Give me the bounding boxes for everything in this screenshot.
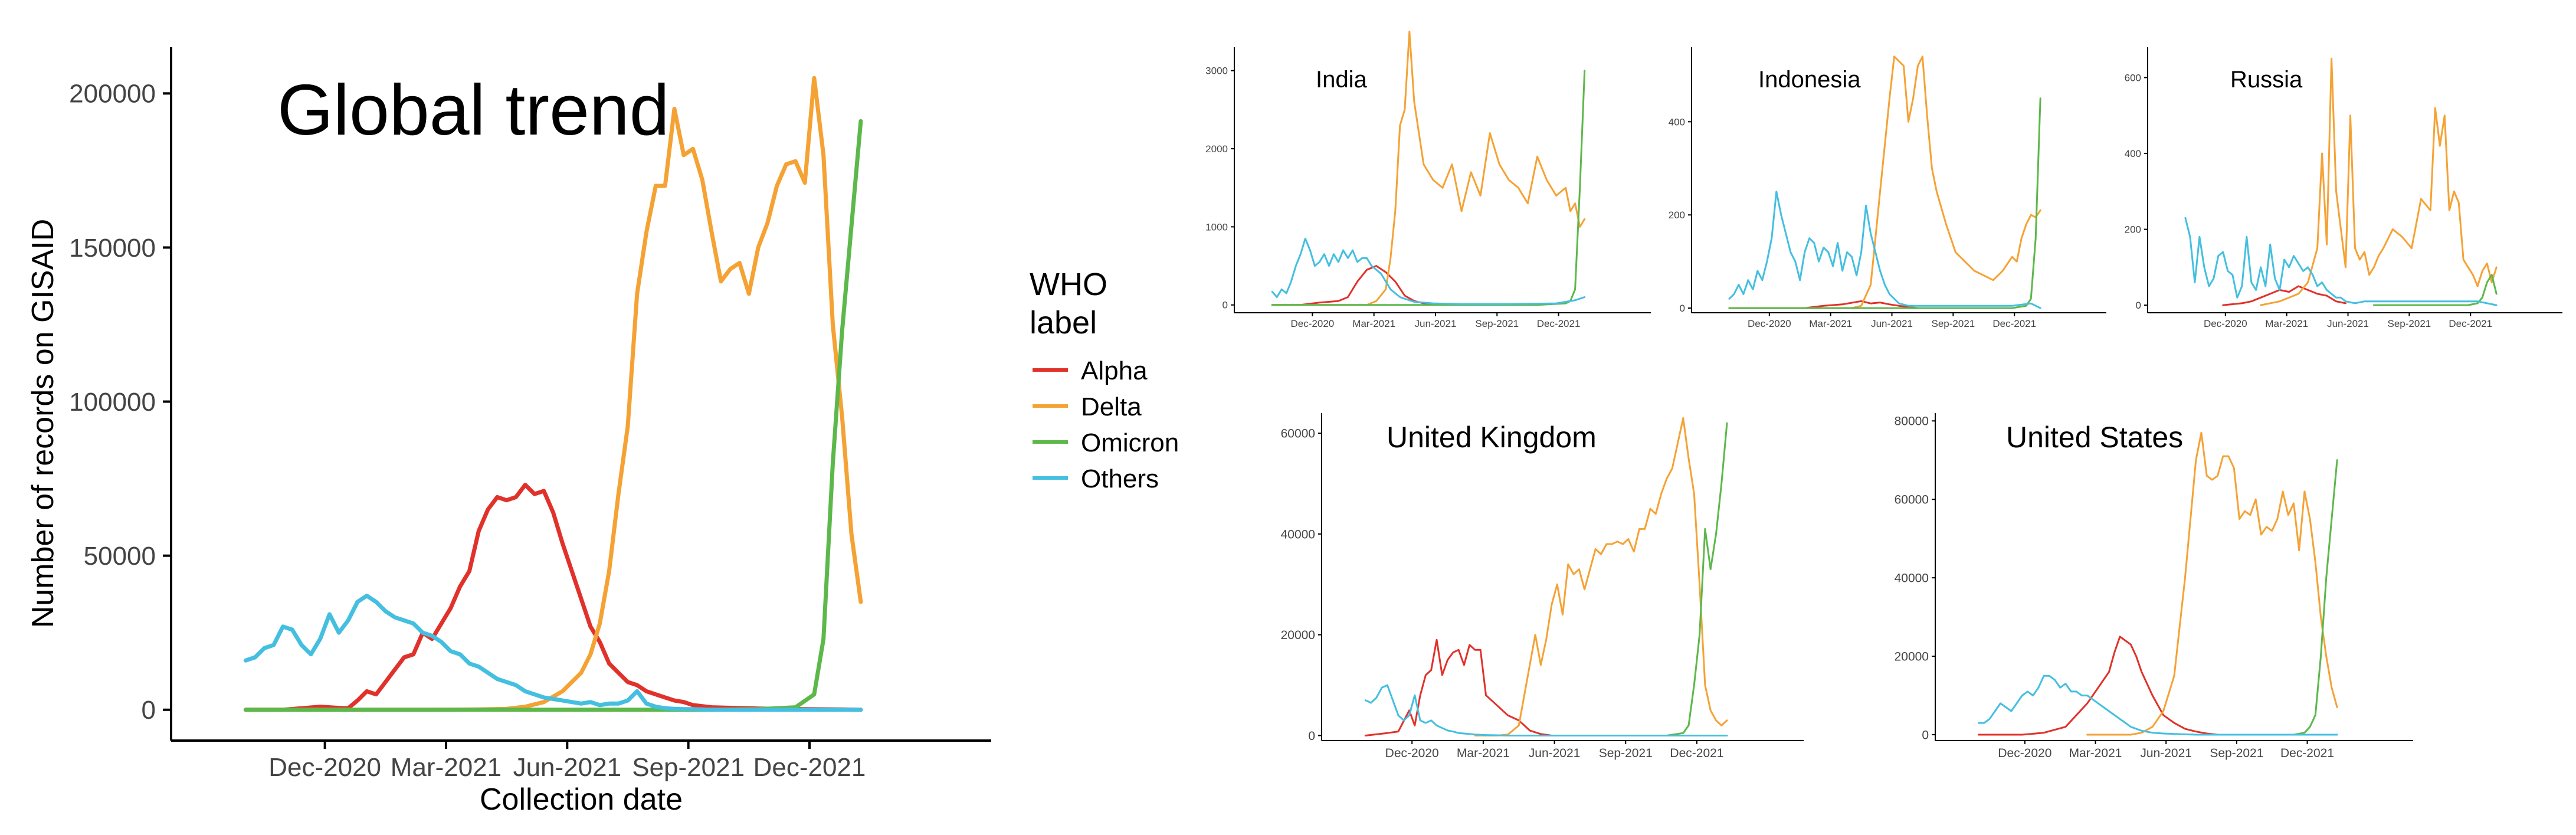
x-tick-label: Mar-2021 xyxy=(2069,746,2122,760)
x-tick-label: Mar-2021 xyxy=(1809,318,1852,329)
x-tick-label: Dec-2020 xyxy=(2204,318,2247,329)
x-tick-label: Sep-2021 xyxy=(632,753,745,782)
legend-label-alpha: Alpha xyxy=(1081,356,1148,385)
series-line-alpha xyxy=(1271,265,1434,306)
legend-label-omicron: Omicron xyxy=(1081,428,1179,457)
legend-title-line1: WHO xyxy=(1030,267,1107,302)
x-tick-label: Dec-2021 xyxy=(2449,318,2492,329)
y-tick-label: 40000 xyxy=(1895,572,1929,585)
x-tick-label: Jun-2021 xyxy=(2140,746,2192,760)
series-line-alpha xyxy=(243,483,863,712)
y-tick-label: 20000 xyxy=(1281,628,1315,642)
legend-title-line2: label xyxy=(1030,305,1097,340)
series-line-others xyxy=(243,594,863,712)
chart-russia: Dec-2020 Mar-2021 Jun-2021 Sep-2021 Dec-2021… xyxy=(2125,47,2562,329)
x-tick-label: Sep-2021 xyxy=(2210,746,2263,760)
y-tick-label: 0 xyxy=(1308,729,1315,743)
chart-global: Dec-2020 Mar-2021 Jun-2021 Sep-2021 Dec-2021… xyxy=(26,47,991,817)
x-tick-label: Dec-2021 xyxy=(1992,318,2036,329)
y-tick-label: 400 xyxy=(1669,116,1685,127)
legend: WHO label Alpha Delta Omicron Others xyxy=(1030,267,1179,493)
y-tick-label: 100000 xyxy=(69,388,156,417)
series-line-omicron xyxy=(1529,422,1728,736)
series-line-delta xyxy=(1474,417,1728,736)
chart-title: United Kingdom xyxy=(1387,421,1597,454)
y-tick-label: 0 xyxy=(2136,300,2141,311)
y-tick-label: 600 xyxy=(2125,72,2141,83)
x-tick-label: Mar-2021 xyxy=(391,753,502,782)
y-tick-label: 200 xyxy=(2125,224,2141,235)
x-tick-label: Jun-2021 xyxy=(513,753,621,782)
y-tick-label: 60000 xyxy=(1281,427,1315,441)
y-tick-label: 50000 xyxy=(84,542,156,571)
x-tick-label: Dec-2020 xyxy=(1748,318,1791,329)
chart-title: United States xyxy=(2006,421,2183,454)
x-tick-label: Dec-2021 xyxy=(753,753,866,782)
x-tick-label: Mar-2021 xyxy=(1352,318,1395,329)
series-line-delta xyxy=(2086,431,2338,736)
y-tick-label: 400 xyxy=(2125,148,2141,159)
series-line-alpha xyxy=(1364,638,1553,736)
x-tick-label: Dec-2020 xyxy=(1291,318,1335,329)
series-line-alpha xyxy=(2222,285,2346,306)
x-tick-label: Dec-2021 xyxy=(1537,318,1581,329)
legend-label-delta: Delta xyxy=(1081,392,1142,421)
x-tick-label: Sep-2021 xyxy=(2388,318,2431,329)
x-tick-label: Dec-2020 xyxy=(1385,746,1439,760)
chart-us: Dec-2020 Mar-2021 Jun-2021 Sep-2021 Dec-2021… xyxy=(1895,413,2413,760)
x-tick-label: Dec-2021 xyxy=(1670,746,1723,760)
x-axis-title: Collection date xyxy=(480,782,683,817)
x-tick-label: Sep-2021 xyxy=(1932,318,1975,329)
series-line-omicron xyxy=(1728,97,2041,309)
series-line-delta xyxy=(2260,57,2498,306)
chart-uk: Dec-2020 Mar-2021 Jun-2021 Sep-2021 Dec-2021… xyxy=(1281,413,1804,760)
x-tick-label: Dec-2020 xyxy=(1998,746,2051,760)
x-tick-label: Sep-2021 xyxy=(1599,746,1653,760)
series-line-others xyxy=(1978,674,2338,736)
y-tick-label: 200000 xyxy=(69,80,156,109)
series-line-alpha xyxy=(1978,636,2219,736)
y-tick-label: 40000 xyxy=(1281,528,1315,541)
y-tick-label: 3000 xyxy=(1205,66,1228,77)
y-tick-label: 0 xyxy=(1922,728,1929,742)
y-tick-label: 150000 xyxy=(69,234,156,263)
series-line-delta xyxy=(1728,55,2041,309)
y-tick-label: 20000 xyxy=(1895,650,1929,663)
chart-title: Global trend xyxy=(277,70,670,150)
chart-title: Russia xyxy=(2230,67,2303,93)
series-line-others xyxy=(1728,191,2041,309)
x-tick-label: Jun-2021 xyxy=(1871,318,1913,329)
x-tick-label: Jun-2021 xyxy=(1415,318,1457,329)
x-tick-label: Jun-2021 xyxy=(2327,318,2369,329)
y-tick-label: 1000 xyxy=(1205,221,1228,233)
y-tick-label: 0 xyxy=(142,696,156,725)
chart-indonesia: Dec-2020 Mar-2021 Jun-2021 Sep-2021 Dec-2021… xyxy=(1669,47,2106,329)
chart-title: India xyxy=(1316,67,1367,93)
y-tick-label: 0 xyxy=(1223,300,1228,311)
series-line-others xyxy=(1271,237,1586,305)
x-tick-label: Dec-2021 xyxy=(2280,746,2334,760)
y-tick-label: 0 xyxy=(1680,303,1685,314)
legend-label-others: Others xyxy=(1081,464,1159,493)
x-tick-label: Jun-2021 xyxy=(1529,746,1581,760)
y-tick-label: 200 xyxy=(1669,209,1685,221)
chart-title: Indonesia xyxy=(1758,67,1861,93)
x-tick-label: Dec-2020 xyxy=(268,753,381,782)
chart-india: Dec-2020 Mar-2021 Jun-2021 Sep-2021 Dec-2021… xyxy=(1205,31,1651,329)
y-tick-label: 60000 xyxy=(1895,493,1929,507)
y-axis-title: Number of records on GISAID xyxy=(26,219,60,628)
x-tick-label: Mar-2021 xyxy=(1457,746,1510,760)
series-line-omicron xyxy=(2373,274,2498,306)
series-line-others xyxy=(1364,684,1728,736)
series-line-delta xyxy=(1271,31,1586,306)
y-tick-label: 2000 xyxy=(1205,143,1228,155)
y-tick-label: 80000 xyxy=(1895,415,1929,428)
series-line-omicron xyxy=(1271,70,1586,306)
x-tick-label: Mar-2021 xyxy=(2265,318,2308,329)
x-tick-label: Sep-2021 xyxy=(1475,318,1519,329)
series-line-others xyxy=(2184,217,2498,306)
